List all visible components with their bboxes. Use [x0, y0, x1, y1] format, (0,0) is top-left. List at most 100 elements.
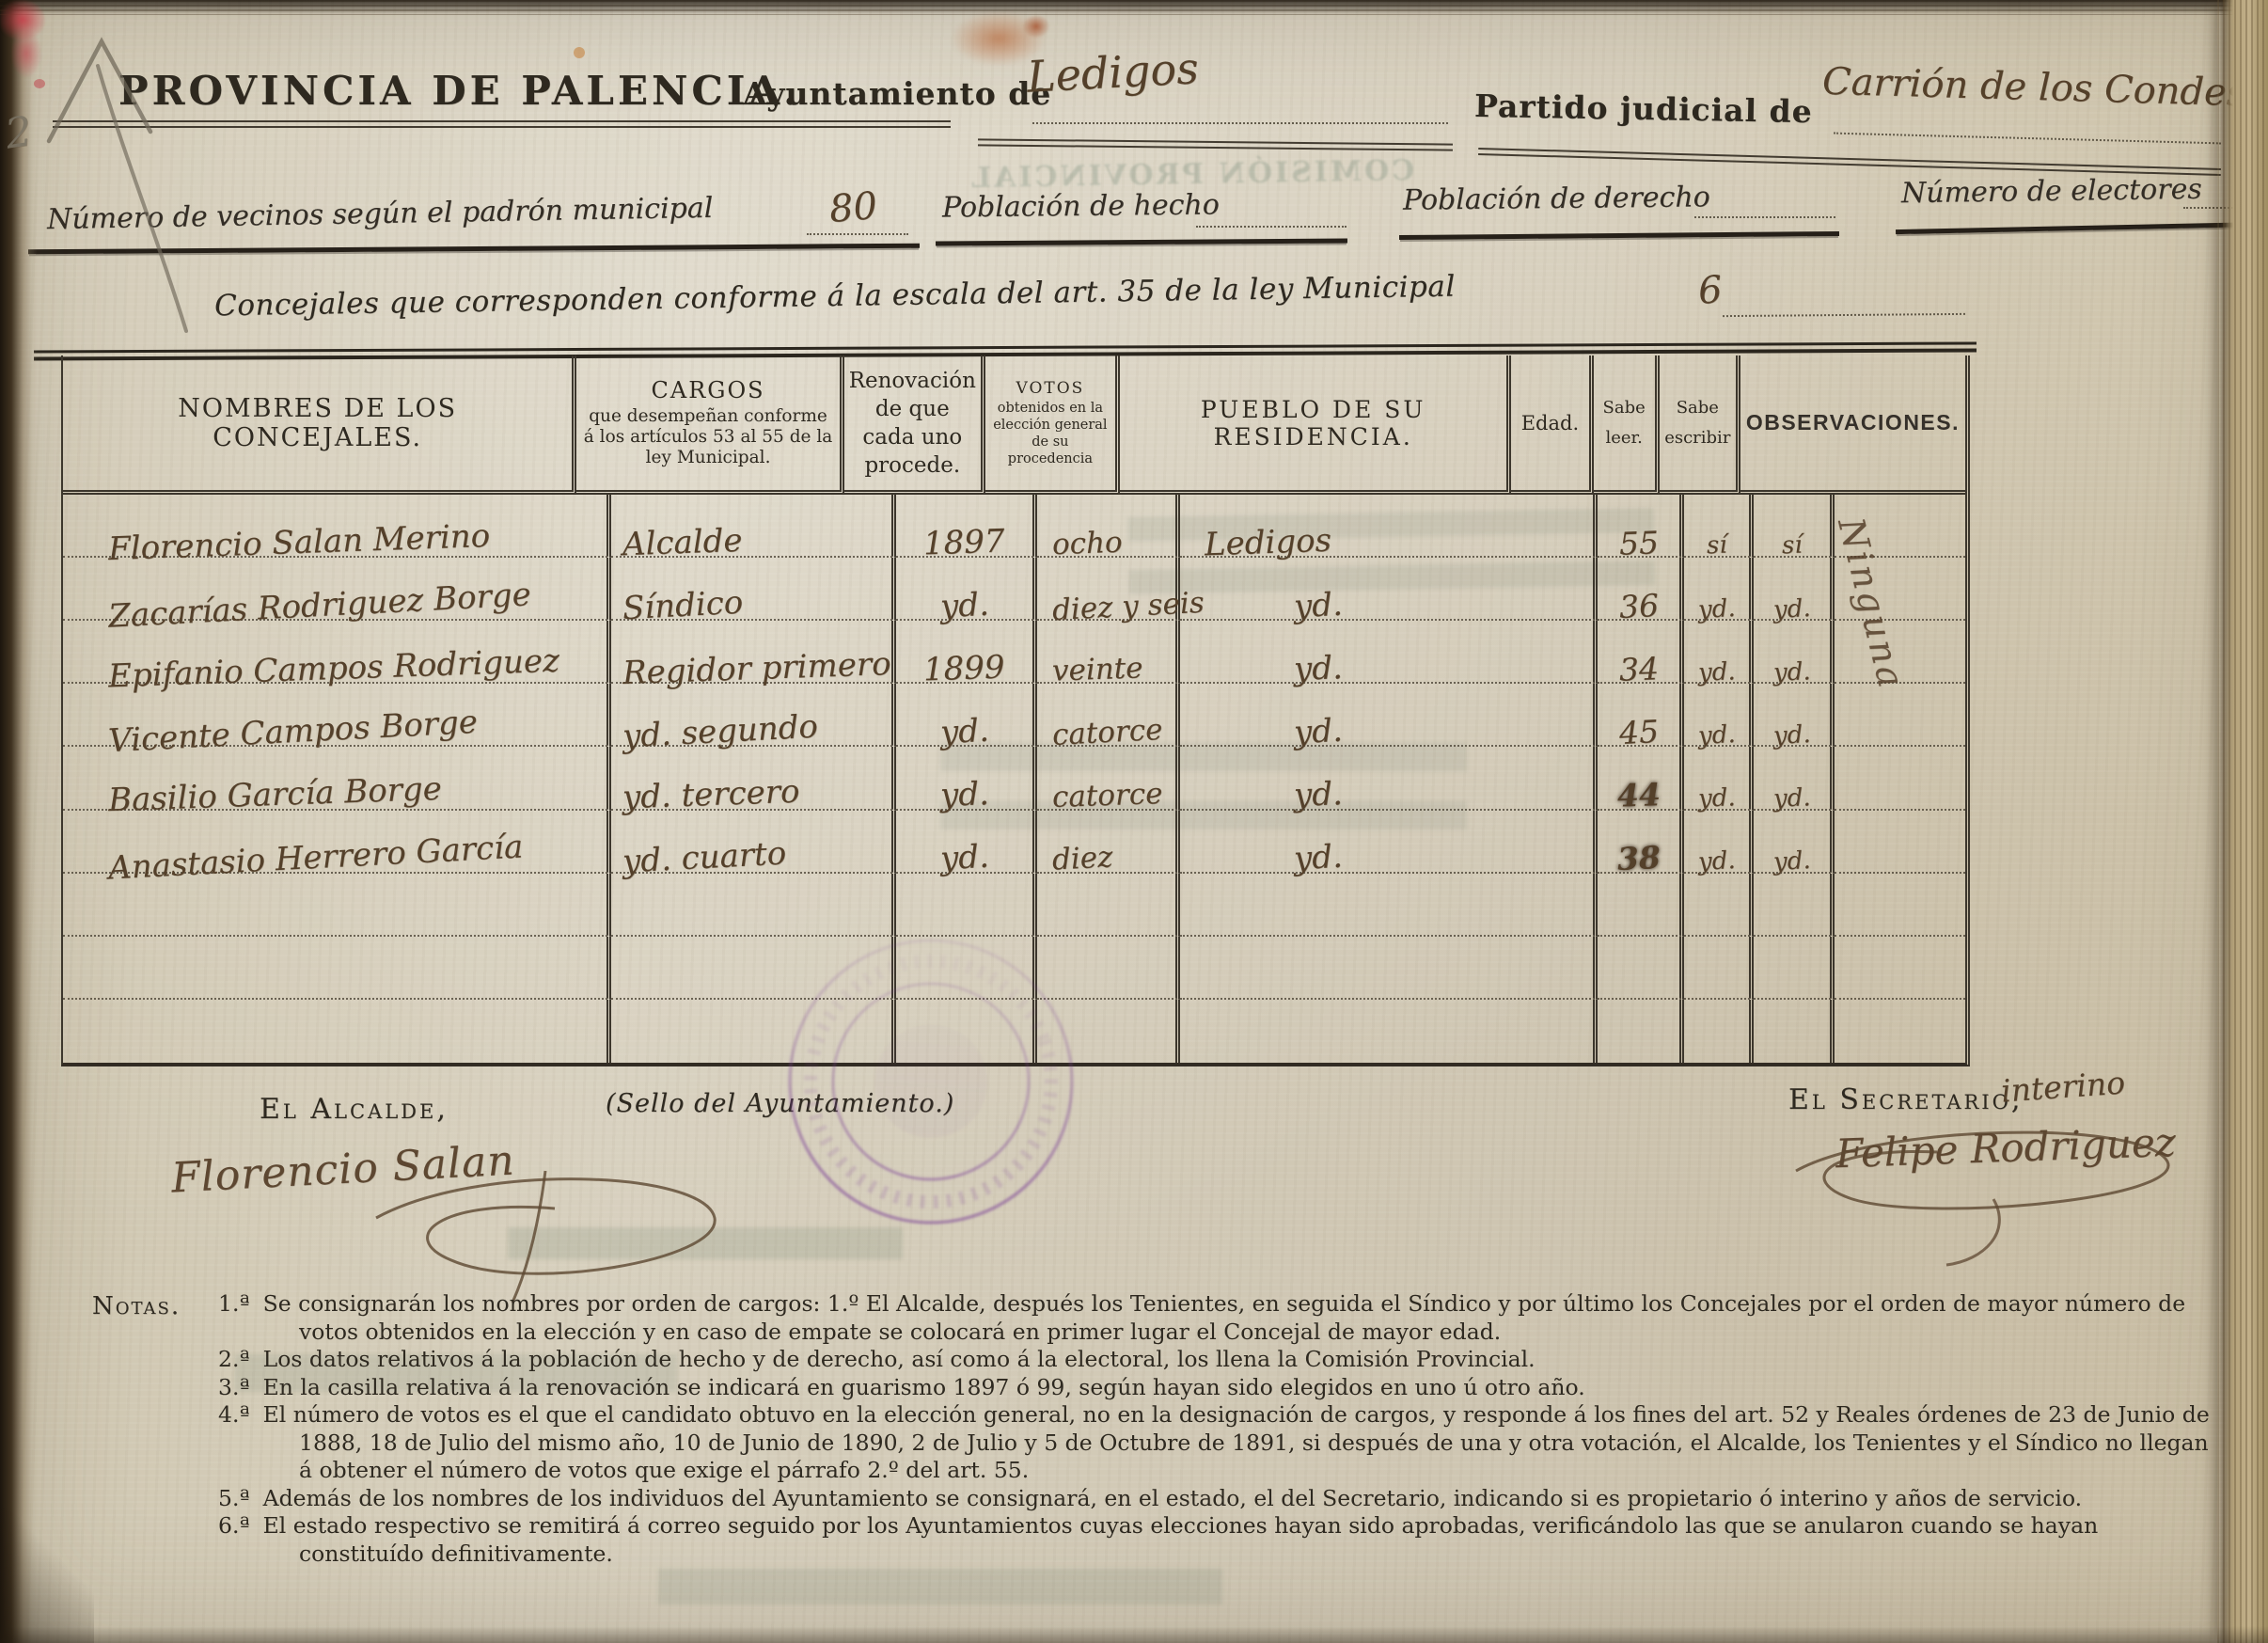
col-header-edad: Edad. — [1511, 355, 1594, 495]
bleedthrough-smudge — [940, 743, 1467, 856]
concejal-pueblo: yd. — [1293, 649, 1344, 688]
concejal-pueblo: yd. — [1292, 838, 1344, 878]
col-header-votos: VOTOS obtenidos en la elección general d… — [984, 355, 1121, 495]
col-header-observaciones: OBSERVACIONES. — [1740, 355, 1966, 495]
concejal-sabe-leer: yd. — [1696, 719, 1737, 750]
col-header-sabe-escribir: Sabe escribir — [1659, 355, 1740, 495]
concejal-sabe-leer: yd. — [1697, 656, 1736, 687]
note-item: 3.ª En la casilla relativa á la renovació… — [218, 1373, 1585, 1400]
secretario-interino-note-handwritten: interino — [1999, 1064, 2127, 1110]
notes-label: Notas. — [92, 1292, 181, 1320]
poblacion-hecho-label: Población de hecho — [941, 188, 1220, 225]
rust-stain — [1023, 15, 1049, 38]
page-corner-curl — [0, 1502, 94, 1643]
page-bottom-edge — [0, 1626, 2268, 1643]
concejal-renovacion: yd. — [938, 711, 990, 752]
secretario-label: El Secretario, — [1788, 1083, 2024, 1116]
dotted-leader — [1834, 132, 2221, 145]
concejales-escala-value-handwritten: 6 — [1696, 268, 1725, 313]
concejal-edad: 34 — [1617, 650, 1660, 688]
dotted-leader — [2183, 207, 2266, 209]
page-stack-right-edge — [2217, 0, 2268, 1643]
concejal-sabe-escribir: yd. — [1772, 719, 1812, 750]
concejal-votos: veinte — [1051, 651, 1144, 688]
concejal-renovacion: yd. — [938, 775, 990, 815]
table-row: Anastasio Herrero García yd. cuarto yd. … — [63, 810, 1965, 888]
dotted-leader — [807, 233, 908, 235]
table-body: Florencio Salan Merino Alcalde 1897 ocho… — [63, 495, 1965, 1063]
dotted-leader — [1032, 122, 1448, 124]
col-header-nombres: NOMBRES DE LOS CONCEJALES. — [63, 355, 577, 495]
concejal-sabe-leer: sí — [1706, 531, 1727, 561]
divider — [1895, 221, 2268, 235]
concejal-votos: catorce — [1051, 712, 1164, 753]
col-header-cargos: CARGOS que desempeñan conforme á los art… — [576, 355, 844, 495]
concejal-votos: diez — [1051, 840, 1114, 877]
dotted-leader — [1694, 216, 1835, 218]
pencil-mark — [0, 19, 244, 361]
table-header-row: NOMBRES DE LOS CONCEJALES. CARGOS que de… — [63, 355, 1966, 495]
note-item: 5.ª Además de los nombres de los individu… — [218, 1484, 2083, 1511]
ayuntamiento-label: Ayuntamiento de — [743, 75, 1052, 112]
concejal-sabe-escribir: yd. — [1772, 593, 1812, 624]
bleedthrough-smudge — [508, 1227, 903, 1259]
concejal-votos: ocho — [1051, 525, 1124, 561]
vecinos-value-handwritten: 80 — [827, 183, 879, 232]
concejal-cargo: Síndico — [622, 583, 745, 628]
header-divider — [1478, 147, 2221, 177]
ayuntamiento-stamp — [732, 883, 1130, 1281]
note-item: 4.ª El número de votos es el que el candi… — [218, 1401, 2210, 1483]
concejales-table: NOMBRES DE LOS CONCEJALES. CARGOS que de… — [61, 355, 1970, 1066]
province-title: PROVINCIA DE PALENCIA. — [118, 68, 801, 114]
table-row: Basilio García Borge yd. tercero yd. cat… — [63, 747, 1965, 819]
concejal-cargo: yd. tercero — [622, 772, 801, 817]
concejal-pueblo: yd. — [1292, 711, 1344, 752]
bleedthrough-smudge — [235, 1354, 677, 1392]
concejal-pueblo: Ledigos — [1204, 521, 1332, 564]
partido-judicial-value-handwritten: Carrión de los Condes — [1821, 59, 2246, 116]
concejal-pueblo: yd. — [1292, 585, 1344, 626]
concejal-sabe-escribir: sí — [1781, 531, 1803, 561]
concejal-edad: 38 — [1615, 839, 1662, 878]
header-divider — [53, 120, 951, 128]
electores-label: Número de electores — [1900, 172, 2202, 211]
concejal-cargo: yd. cuarto — [622, 834, 788, 881]
ayuntamiento-value-handwritten: Ledigos — [1025, 42, 1200, 103]
note-item: 1.ª Se consignarán los nombres por orden … — [218, 1290, 2186, 1345]
concejal-renovacion: 1899 — [922, 648, 1006, 689]
concejal-pueblo: yd. — [1293, 775, 1344, 815]
concejales-escala-label: Concejales que corresponden conforme á l… — [213, 269, 1457, 324]
red-ink-mark — [34, 79, 45, 88]
divider — [935, 238, 1348, 246]
concejal-sabe-leer: yd. — [1697, 783, 1736, 814]
table-row: Vicente Campos Borge yd. segundo yd. cat… — [63, 684, 1965, 760]
concejal-renovacion: yd. — [938, 838, 990, 878]
concejal-sabe-escribir: yd. — [1772, 656, 1811, 687]
concejal-sabe-escribir: yd. — [1772, 845, 1812, 877]
red-ink-mark — [11, 30, 41, 77]
concejal-renovacion: yd. — [938, 585, 990, 626]
concejal-sabe-leer: yd. — [1696, 845, 1737, 877]
page-stack-top-edge — [0, 0, 2268, 15]
concejal-cargo: yd. segundo — [622, 707, 819, 756]
table-row: Florencio Salan Merino Alcalde 1897 ocho… — [63, 495, 1965, 568]
concejal-edad: 44 — [1615, 776, 1662, 814]
poblacion-derecho-label: Población de derecho — [1402, 181, 1710, 217]
concejal-cargo: Alcalde — [622, 521, 744, 564]
table-row-empty — [63, 873, 1965, 937]
table-row-empty — [63, 999, 1965, 1063]
alcalde-signature-flourish — [310, 1166, 752, 1311]
note-item: 6.ª El estado respectivo se remitirá á co… — [218, 1512, 2099, 1567]
notes-section: Notas. 1.ª Se consignarán los nombres por… — [87, 1290, 2213, 1568]
note-item: 2.ª Los datos relativos á la población de… — [218, 1346, 1536, 1372]
partido-judicial-label: Partido judicial de — [1473, 87, 1814, 131]
alcalde-label: El Alcalde, — [260, 1093, 449, 1126]
table-row: Zacarías Rodriguez Borge Síndico yd. die… — [63, 558, 1965, 636]
divider — [1398, 230, 1840, 241]
concejal-edad: 36 — [1617, 586, 1660, 625]
table-row-empty — [63, 936, 1965, 1000]
col-header-sabe-leer: Sabe leer. — [1593, 355, 1660, 495]
col-header-renovacion: Renovación de que cada uno procede. — [843, 355, 985, 495]
sello-label: (Sello del Ayuntamiento.) — [606, 1089, 955, 1118]
